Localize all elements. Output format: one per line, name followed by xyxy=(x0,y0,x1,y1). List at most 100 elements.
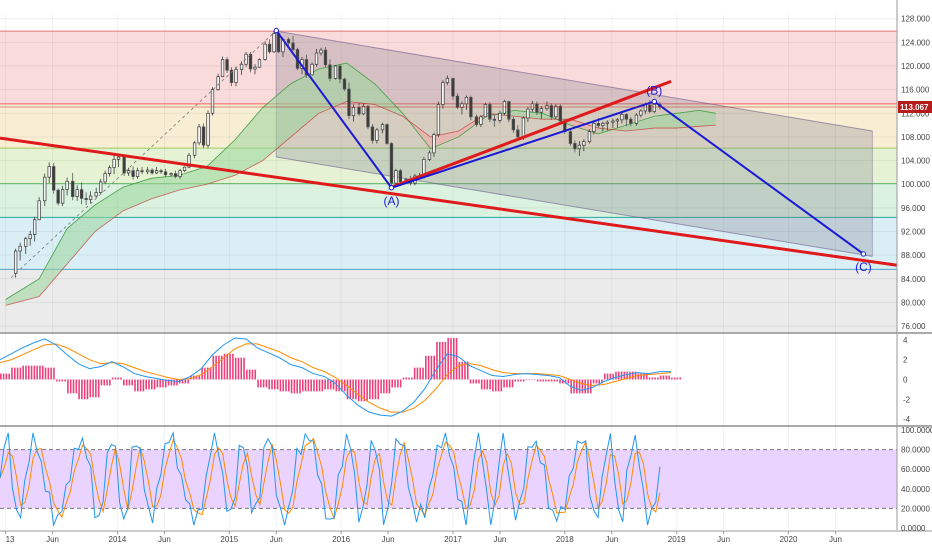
candle-body-93 xyxy=(451,78,455,97)
x-tick-label-13: Jun xyxy=(717,535,730,544)
macd-hist-bar-6-2 xyxy=(72,379,75,394)
candle-body-41 xyxy=(206,112,210,146)
macd-line xyxy=(0,337,672,417)
macd-hist-bar-52-3 xyxy=(589,379,592,394)
macd-hist-bar-11-1 xyxy=(125,379,128,386)
cloud-segment-23 xyxy=(654,113,677,129)
candle-body-92 xyxy=(445,78,450,83)
candle-body-5 xyxy=(37,200,41,221)
x-tick-label-5: Jun xyxy=(270,535,283,544)
candle-body-104 xyxy=(502,101,507,114)
candle-body-35 xyxy=(178,170,182,177)
candle-body-88 xyxy=(427,152,432,160)
candle-body-32 xyxy=(163,171,168,176)
cloud-segment-2 xyxy=(67,204,96,265)
macd-hist-bar-45-0 xyxy=(503,379,505,388)
macd-hist-bar-40-3 xyxy=(455,337,458,380)
candle-body-29 xyxy=(150,169,154,174)
macd-hist-bar-42-3 xyxy=(478,379,480,384)
macd-hist-bar-26-3 xyxy=(299,379,301,394)
candle-body-67 xyxy=(328,64,332,79)
macd-hist-bar-20-3 xyxy=(232,353,234,380)
macd-hist-bar-17-0 xyxy=(190,375,192,380)
candle-body-2 xyxy=(24,238,28,247)
macd-hist-bar-50-2 xyxy=(564,379,567,384)
candle-body-71 xyxy=(347,88,351,117)
candle-body-21 xyxy=(112,159,116,169)
macd-hist-bar-14-3 xyxy=(164,379,167,388)
y-tick-label-7: 104.000 xyxy=(901,157,930,166)
macd-y-tick-label-1: 2 xyxy=(903,356,908,365)
macd-hist-bar-8-2 xyxy=(95,379,97,398)
wave-point-3 xyxy=(860,251,867,257)
macd-hist-bar-49-0 xyxy=(548,379,550,382)
candle-body-119 xyxy=(573,143,577,150)
candle-body-27 xyxy=(140,170,144,173)
macd-hist-bar-41-2 xyxy=(464,361,466,380)
y-tick-label-5: 96.000 xyxy=(901,204,926,213)
macd-hist-bar-3-1 xyxy=(36,365,38,380)
candle-body-40 xyxy=(201,126,206,146)
macd-hist-bar-20-1 xyxy=(226,353,229,380)
macd-hist-bar-47-2 xyxy=(531,379,533,380)
candle-body-102 xyxy=(492,118,497,121)
macd-hist-bar-38-1 xyxy=(427,355,430,380)
candle-body-122 xyxy=(587,131,592,143)
candle-body-62 xyxy=(304,59,309,76)
macd-hist-bar-36-2 xyxy=(408,377,410,380)
candle-body-39 xyxy=(197,126,201,144)
candle-body-95 xyxy=(460,103,464,108)
candle-body-112 xyxy=(539,108,543,113)
macd-hist-bar-29-3 xyxy=(332,379,335,390)
macd-hist-bar-1-0 xyxy=(11,367,13,380)
x-tick-label-4: 2015 xyxy=(220,535,238,544)
macd-hist-bar-32-2 xyxy=(363,379,366,402)
macd-hist-bar-0-2 xyxy=(5,373,8,380)
macd-hist-bar-6-1 xyxy=(69,379,72,394)
candle-body-126 xyxy=(605,121,609,124)
cloud-segment-20 xyxy=(570,119,599,134)
macd-hist-bar-59-1 xyxy=(662,375,665,380)
candle-body-100 xyxy=(483,104,488,118)
macd-hist-bar-54-2 xyxy=(609,373,612,380)
x-tick-label-7: Jun xyxy=(382,535,395,544)
macd-hist-bar-54-0 xyxy=(603,373,606,380)
macd-hist-bar-24-2 xyxy=(274,379,276,390)
candle-body-72 xyxy=(351,107,356,117)
macd-hist-bar-49-3 xyxy=(556,379,559,382)
macd-hist-bar-34-2 xyxy=(385,379,388,394)
macd-hist-bar-15-0 xyxy=(167,379,170,386)
macd-hist-bar-39-0 xyxy=(436,341,438,380)
macd-hist-bar-43-3 xyxy=(489,379,491,390)
macd-hist-bar-59-0 xyxy=(659,375,662,380)
macd-hist-bar-36-3 xyxy=(411,377,413,380)
candle-body-115 xyxy=(554,105,558,118)
macd-hist-bar-24-0 xyxy=(268,379,271,390)
candle-body-0 xyxy=(14,250,18,274)
macd-hist-bar-2-1 xyxy=(25,365,27,380)
candle-body-134 xyxy=(643,104,647,112)
macd-hist-bar-51-3 xyxy=(578,379,581,394)
y-tick-label-13: 128.000 xyxy=(901,15,930,24)
candle-body-59 xyxy=(291,42,295,50)
candle-body-107 xyxy=(516,129,520,138)
macd-hist-bar-7-0 xyxy=(78,379,80,400)
macd-hist-bar-37-1 xyxy=(416,367,419,380)
last-price-label: 113.067 xyxy=(900,103,929,112)
candle-body-127 xyxy=(611,120,615,123)
macd-hist-bar-41-0 xyxy=(458,361,461,380)
macd-hist-bar-59-2 xyxy=(665,375,668,380)
channel-upper-line xyxy=(276,30,873,132)
cloud-segment-7 xyxy=(206,139,235,185)
candle-body-135 xyxy=(648,104,652,112)
macd-hist-bar-42-1 xyxy=(472,379,475,384)
candle-body-8 xyxy=(52,166,56,191)
candle-body-78 xyxy=(380,124,385,131)
candle-body-91 xyxy=(441,82,445,105)
candle-body-64 xyxy=(314,52,319,65)
candle-body-10 xyxy=(60,189,65,204)
macd-hist-bar-46-2 xyxy=(520,379,522,382)
macd-hist-bar-29-2 xyxy=(329,379,332,390)
candle-body-52 xyxy=(257,59,262,68)
